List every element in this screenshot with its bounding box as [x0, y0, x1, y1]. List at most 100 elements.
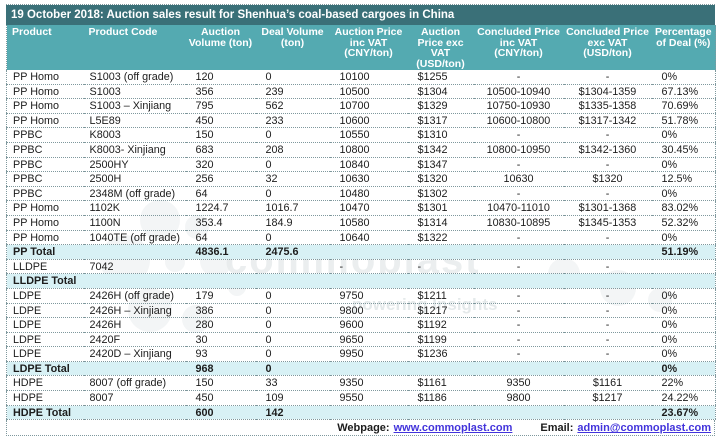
table-cell: 83.02% — [651, 200, 716, 216]
column-header: Auction Price exc VAT (USD/ton) — [407, 25, 474, 70]
table-cell: 109 — [255, 390, 330, 406]
table-cell — [473, 244, 564, 260]
total-row: LLDPE Total — [6, 273, 716, 289]
table-cell: $1302 — [407, 186, 474, 202]
table-cell: $1236 — [407, 346, 474, 362]
table-cell: - — [563, 332, 652, 348]
table-cell: 10580 — [329, 215, 408, 231]
table-cell: 2426H — [83, 317, 186, 333]
table-row: PP Homo S1003 – Xinjiang 795 562 10700 $1329 1… — [6, 98, 716, 114]
table-cell — [329, 273, 408, 289]
table-cell — [473, 361, 564, 377]
column-header: Concluded Price inc VAT (CNY/ton) — [473, 25, 564, 70]
table-header: Product Product Code Auction Volume (ton) D… — [6, 25, 716, 70]
table-cell: 10500 — [329, 84, 408, 100]
table-row: PPBC 2348M (off grade) 64 0 10480 $1302- -0% — [6, 186, 716, 202]
table-cell: - — [563, 186, 652, 202]
table-cell: 0 — [255, 332, 330, 348]
table-cell: K8003 — [83, 127, 186, 143]
table-cell: 10830-10895 — [473, 215, 564, 231]
table-cell: $1342 — [407, 142, 474, 158]
table-cell: $1317-1342 — [563, 113, 652, 129]
table-cell: 0% — [651, 70, 716, 85]
table-cell: $1314 — [407, 215, 474, 231]
table-cell: 23.67% — [651, 405, 716, 421]
table-cell — [255, 259, 330, 275]
table-cell: HDPE — [6, 375, 84, 392]
table-cell: 9550 — [329, 390, 408, 406]
table-cell — [563, 361, 652, 377]
table-cell: 10500-10940 — [473, 84, 564, 100]
table-cell: 9950 — [329, 346, 408, 362]
table-cell: 51.78% — [651, 113, 716, 129]
table-cell: $1342-1360 — [563, 142, 652, 158]
table-cell: $1255 — [407, 70, 474, 85]
table-cell: S1003 (off grade) — [83, 70, 186, 85]
table-row: LDPE 2420D – Xinjiang 93 0 9950 $1236- -0% — [6, 346, 716, 362]
table-cell: LDPE Total — [6, 361, 84, 377]
table-cell: 24.22% — [651, 390, 716, 406]
table-cell: $1301-1368 — [563, 200, 652, 216]
table-cell: 10470 — [329, 200, 408, 216]
table-cell: 0 — [255, 361, 330, 377]
table-cell: 386 — [185, 303, 256, 319]
table-cell — [563, 273, 652, 289]
table-cell: 2426H – Xinjiang — [83, 303, 186, 319]
webpage-link[interactable]: www.commoplast.com — [393, 422, 513, 435]
table-row: PP Homo S1003 (off grade) 120 0 10100 $1255- -… — [6, 70, 716, 85]
table-cell: 10630 — [329, 171, 408, 187]
table-cell: LDPE — [6, 317, 84, 333]
table-cell: 30.45% — [651, 142, 716, 158]
table-cell: 10550 — [329, 127, 408, 143]
table-cell: 0 — [255, 70, 330, 85]
table-cell: PP Homo — [6, 230, 84, 246]
table-cell: - — [563, 70, 652, 85]
table-cell: PPBC — [6, 157, 84, 173]
table-cell: 120 — [185, 70, 256, 85]
table-body: PP Homo S1003 (off grade) 120 0 10100 $1255- -… — [6, 70, 716, 421]
table-cell: - — [473, 303, 564, 319]
table-cell — [83, 361, 186, 377]
table-cell: - — [563, 127, 652, 143]
column-header: Deal Volume (ton) — [255, 25, 330, 70]
table-cell: $1317 — [407, 113, 474, 129]
table-cell: S1003 — [83, 84, 186, 100]
table-cell: 22% — [651, 375, 716, 392]
table-row: PPBC K8003 150 0 10550 $1310- -0% — [6, 127, 716, 143]
table-cell: 2475.6 — [255, 244, 330, 260]
table-cell: $1329 — [407, 98, 474, 114]
table-row: LDPE 2426H (off grade) 179 0 9750 $1211- -0% — [6, 288, 716, 304]
table-cell: 562 — [255, 98, 330, 114]
table-cell: 0 — [255, 288, 330, 304]
table-cell: 450 — [185, 113, 256, 129]
table-cell: 1016.7 — [255, 200, 330, 216]
auction-report: 19 October 2018: Auction sales result fo… — [6, 4, 716, 437]
report-title: 19 October 2018: Auction sales result fo… — [11, 9, 455, 21]
table-row: HDPE 8007 (off grade) 150 33 9350 $1161 9350 $1… — [6, 375, 716, 392]
table-cell: $1345-1353 — [563, 215, 652, 231]
table-cell: 0 — [255, 127, 330, 143]
table-row: PPBC 2500HY 320 0 10840 $1347- -0% — [6, 157, 716, 173]
table-row: PP Homo 1100N 353.4 184.9 10580 $1314 10830-10… — [6, 215, 716, 231]
table-cell: 2420D – Xinjiang — [83, 346, 186, 362]
table-row: PPBC K8003- Xinjiang 683 208 10800 $1342 10800… — [6, 142, 716, 158]
table-cell: $1161 — [563, 375, 652, 392]
table-cell: PP Total — [6, 244, 84, 260]
table-cell: 0 — [255, 230, 330, 246]
table-cell: $1192 — [407, 317, 474, 333]
table-cell: 1102K — [83, 200, 186, 216]
table-cell — [329, 244, 408, 260]
email-link[interactable]: admin@commoplast.com — [577, 422, 711, 435]
table-cell: PPBC — [6, 171, 84, 187]
table-cell: 2500HY — [83, 157, 186, 173]
table-cell: 0 — [255, 346, 330, 362]
table-cell: 1100N — [83, 215, 186, 231]
table-row: PP Homo 1040TE (off grade) 64 0 10640 $1322- -… — [6, 230, 716, 246]
table-cell: 10700 — [329, 98, 408, 114]
table-cell: 239 — [255, 84, 330, 100]
table-row: HDPE 8007 450 109 9550 $1186 9800 $1217 24.22% — [6, 390, 716, 406]
table-cell: 179 — [185, 288, 256, 304]
table-row: LDPE 2426H 280 0 9600 $1192- -0% — [6, 317, 716, 333]
table-cell: 2426H (off grade) — [83, 288, 186, 304]
table-cell — [83, 273, 186, 289]
